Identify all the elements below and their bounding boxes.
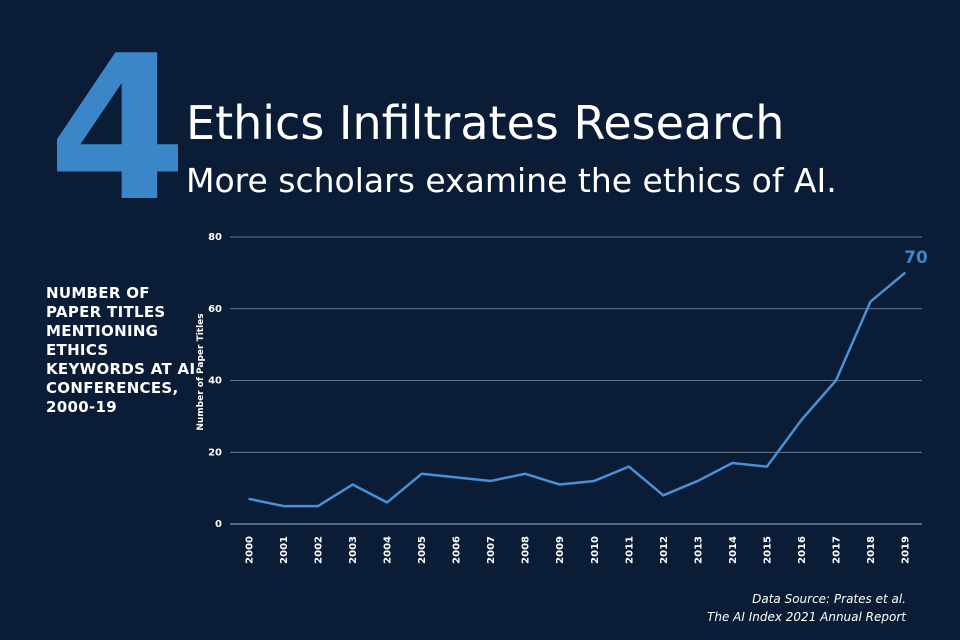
x-tick-label: 2006 <box>452 536 463 564</box>
x-tick-label: 2001 <box>279 536 290 564</box>
y-tick-label: 40 <box>208 376 222 387</box>
y-tick-label: 80 <box>208 232 222 243</box>
y-axis-label: Number of Paper Titles <box>196 313 206 430</box>
x-tick-label: 2019 <box>901 536 912 564</box>
x-tick-label: 2008 <box>521 536 532 564</box>
page-subtitle: More scholars examine the ethics of AI. <box>186 161 837 200</box>
data-point <box>766 465 768 468</box>
data-point <box>317 505 319 507</box>
x-tick-label: 2000 <box>245 536 256 564</box>
x-tick-label: 2012 <box>659 536 670 564</box>
data-point <box>386 501 388 504</box>
x-tick-label: 2011 <box>624 536 635 564</box>
page-title: Ethics Infiltrates Research <box>186 96 785 150</box>
chart-description: NUMBER OF PAPER TITLES MENTIONING ETHICS… <box>46 284 196 416</box>
data-point <box>800 419 803 421</box>
data-point <box>351 483 354 486</box>
source-line-1: Data Source: Prates et al. <box>752 592 906 606</box>
x-tick-label: 2018 <box>866 536 877 564</box>
data-point <box>282 505 285 507</box>
series-line <box>248 271 906 508</box>
data-point <box>869 300 872 303</box>
data-point <box>524 472 527 475</box>
data-point <box>662 494 665 497</box>
data-point <box>904 272 906 274</box>
data-source: Data Source: Prates et al. The AI Index … <box>707 590 906 626</box>
grid-lines <box>230 236 922 525</box>
data-point <box>835 379 837 382</box>
y-tick-label: 60 <box>208 304 222 315</box>
data-points <box>248 272 906 507</box>
y-axis-ticks: 0 20 40 60 80 <box>208 232 222 530</box>
data-point <box>420 472 423 475</box>
source-line-2: The AI Index 2021 Annual Report <box>707 610 906 624</box>
x-tick-label: 2004 <box>383 536 394 564</box>
chapter-number: 4 <box>48 13 187 246</box>
x-tick-label: 2005 <box>417 536 428 564</box>
x-tick-label: 2002 <box>314 536 325 564</box>
data-point <box>248 498 250 500</box>
data-point <box>489 480 492 482</box>
x-tick-label: 2007 <box>486 536 497 564</box>
data-point <box>593 480 596 482</box>
x-tick-label: 2009 <box>555 536 566 564</box>
x-tick-label: 2015 <box>762 536 773 564</box>
y-tick-label: 20 <box>208 447 222 458</box>
end-value-label: 70 <box>904 248 928 268</box>
data-point <box>731 462 734 464</box>
x-tick-label: 2014 <box>728 536 739 564</box>
data-point <box>627 465 630 468</box>
x-tick-label: 2010 <box>590 536 601 564</box>
x-axis-ticks: 2000 2001 2002 2003 2004 2005 2006 2007 2008 2009… <box>245 536 912 564</box>
x-tick-label: 2016 <box>797 536 808 564</box>
data-point <box>455 476 457 479</box>
data-point <box>558 483 561 486</box>
x-tick-label: 2017 <box>831 536 842 564</box>
y-tick-label: 0 <box>215 519 222 530</box>
data-point <box>697 480 699 482</box>
x-tick-label: 2003 <box>348 536 359 564</box>
x-tick-label: 2013 <box>693 536 704 564</box>
